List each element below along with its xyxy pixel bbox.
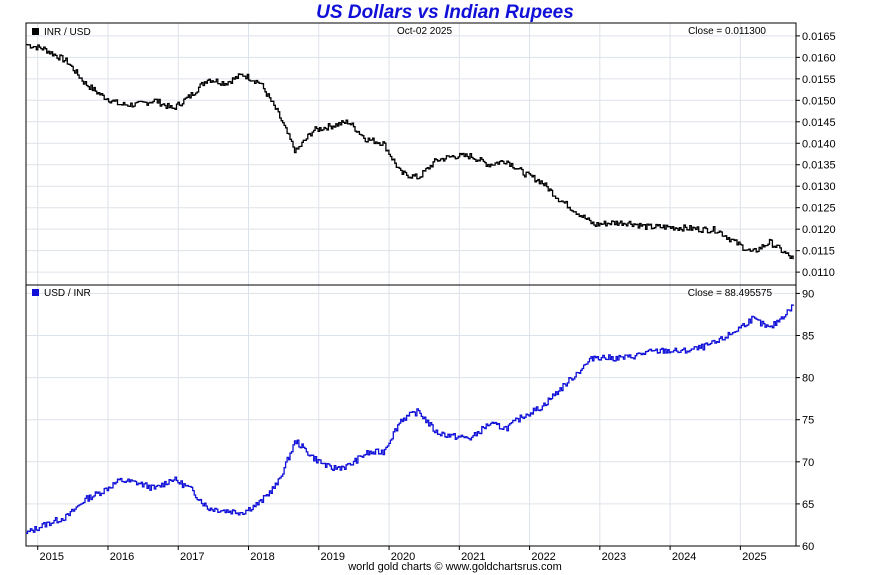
date-label: Oct-02 2025: [397, 26, 452, 37]
x-axis: 2015 2016 2017 2018 2019 2020 2021 2022 2023 2024…: [37, 546, 767, 563]
x-tick-label: 2015: [39, 551, 63, 563]
footer-credit: world gold charts © www.goldchartsrus.co…: [348, 561, 562, 573]
inr-usd-series-group: [26, 43, 794, 260]
y-tick-label: 0.0155: [802, 74, 836, 86]
y-tick-label: 0.0115: [802, 246, 835, 258]
bottom-panel-grid: [26, 285, 796, 547]
legend-label-inr-usd: INR / USD: [44, 27, 91, 38]
x-tick-label: 2018: [250, 551, 274, 563]
bottom-y-axis: 60 65 70 75 80 85 90: [796, 288, 814, 553]
top-panel-frame: [25, 22, 797, 286]
x-tick-label: 2016: [110, 551, 134, 563]
inr-usd-line: [26, 43, 794, 260]
y-tick-label: 70: [802, 457, 814, 469]
x-tick-label: 2023: [602, 551, 626, 563]
x-tick-label: 2025: [742, 551, 766, 563]
y-tick-label: 0.0125: [802, 203, 836, 215]
y-tick-label: 0.0110: [802, 267, 835, 279]
legend-swatch-inr-usd: [32, 28, 39, 35]
bottom-panel-frame: [25, 284, 797, 547]
y-tick-label: 0.0160: [802, 52, 836, 64]
x-tick-label: 2021: [461, 551, 485, 563]
y-tick-label: 0.0135: [802, 160, 836, 172]
y-tick-label: 0.0150: [802, 95, 836, 107]
x-tick-label: 2020: [391, 551, 415, 563]
y-tick-label: 60: [802, 541, 814, 553]
close-label-inr-usd: Close = 0.011300: [688, 26, 766, 37]
y-tick-label: 0.0140: [802, 138, 836, 150]
y-tick-label: 65: [802, 499, 814, 511]
y-tick-label: 0.0130: [802, 181, 836, 193]
legend-swatch-usd-inr: [32, 289, 39, 296]
x-tick-label: 2022: [531, 551, 555, 563]
x-tick-label: 2019: [321, 551, 345, 563]
usd-inr-series-group: [26, 304, 794, 535]
usd-inr-line: [26, 304, 794, 535]
y-tick-label: 90: [802, 288, 814, 300]
top-y-axis: 0.0110 0.0115 0.0120 0.0125 0.0130 0.0135 0.01…: [796, 31, 836, 279]
y-tick-label: 0.0165: [802, 31, 836, 43]
chart-title: US Dollars vs Indian Rupees: [316, 2, 574, 23]
y-tick-label: 80: [802, 373, 814, 385]
x-tick-label: 2024: [672, 551, 696, 563]
legend-label-usd-inr: USD / INR: [44, 288, 91, 299]
y-tick-label: 0.0145: [802, 117, 836, 129]
x-tick-label: 2017: [180, 551, 204, 563]
y-tick-label: 75: [802, 415, 814, 427]
close-label-usd-inr: Close = 88.495575: [688, 288, 773, 299]
y-tick-label: 85: [802, 331, 814, 343]
top-panel-grid: [26, 23, 796, 285]
y-tick-label: 0.0120: [802, 224, 836, 236]
